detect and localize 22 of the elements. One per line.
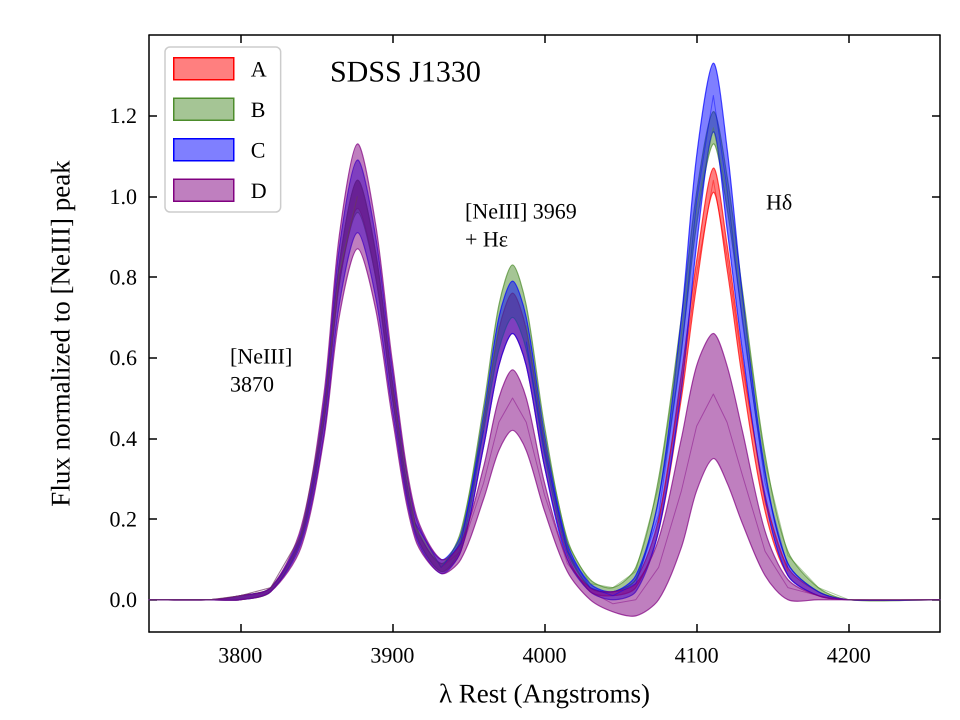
x-tick-label: 4000 [522, 642, 566, 668]
annotation: [NeIII] 3969 + Hε [465, 198, 577, 252]
x-axis-title: λ Rest (Angstroms) [438, 678, 650, 708]
x-tick-label: 4200 [826, 642, 871, 668]
y-tick-label: 0.0 [110, 587, 137, 612]
x-tick-label: 4100 [674, 642, 719, 668]
y-tick-label: 0.2 [110, 506, 137, 532]
legend-label: D [250, 178, 267, 203]
legend-label: B [250, 96, 266, 122]
text: SDSS J1330 [330, 56, 481, 88]
legend-label: A [250, 56, 267, 82]
y-axis-title: Flux normalized to [NeIII] peak [46, 160, 76, 507]
annotation: Hδ [766, 190, 792, 214]
y-tick-label: 1.0 [110, 184, 137, 209]
x-tick-label: 3800 [218, 642, 262, 668]
y-tick-label: 0.8 [110, 264, 137, 290]
x-tick-label: 3900 [370, 642, 414, 668]
annotation: [NeIII] 3870 [230, 344, 292, 396]
y-tick-label: 1.2 [110, 103, 137, 128]
y-tick-label: 0.4 [110, 426, 137, 451]
y-tick-label: 0.6 [110, 345, 137, 370]
legend-label: C [250, 137, 266, 162]
